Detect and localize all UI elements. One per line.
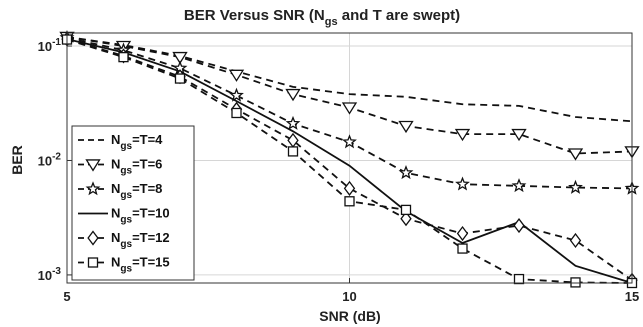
data-point-marker — [398, 165, 414, 180]
data-point-marker — [455, 176, 470, 191]
data-point-marker — [511, 178, 527, 193]
legend-item-4: Ngs=T=10 — [78, 206, 170, 226]
data-point-marker — [118, 51, 129, 63]
data-point-marker — [567, 148, 584, 161]
data-point-marker — [513, 273, 525, 285]
data-point-marker — [172, 51, 188, 65]
data-point-marker — [456, 225, 469, 242]
x-tick-label: 15 — [625, 289, 639, 304]
data-point-marker — [398, 120, 414, 134]
legend-marker-sample — [87, 257, 99, 268]
series-4 — [66, 38, 633, 284]
data-point-marker — [229, 87, 244, 102]
y-tick-label: 10-3 — [38, 266, 62, 283]
y-axis-label: BER — [9, 145, 25, 175]
series-line — [66, 38, 633, 284]
data-point-marker — [454, 128, 471, 142]
data-point-marker — [342, 134, 357, 149]
legend-label: Ngs=T=15 — [111, 255, 170, 275]
legend-marker-sample — [85, 159, 101, 172]
legend-label: Ngs=T=12 — [111, 230, 170, 250]
data-point-marker — [513, 217, 525, 234]
chart-title-subscript: gs — [325, 16, 338, 28]
legend-label: Ngs=T=6 — [111, 157, 162, 177]
data-point-marker — [400, 204, 412, 216]
data-point-marker — [285, 88, 301, 102]
legend-marker-sample — [87, 230, 99, 246]
data-point-marker — [341, 102, 358, 115]
legend-label: Ngs=T=8 — [111, 181, 162, 201]
legend-box — [71, 125, 195, 281]
series-1 — [66, 36, 633, 123]
legend-item-3: Ngs=T=8 — [78, 181, 162, 201]
legend-item-2: Ngs=T=6 — [78, 157, 162, 177]
data-point-marker — [231, 107, 242, 119]
y-tick-label: 10-2 — [38, 151, 62, 168]
data-point-marker — [343, 180, 356, 197]
data-point-marker — [568, 179, 583, 194]
x-tick-label: 10 — [342, 289, 356, 304]
legend-marker-sample — [85, 181, 101, 196]
legend-label: Ngs=T=10 — [111, 206, 170, 226]
legend-item-1: Ngs=T=4 — [78, 132, 163, 152]
series-line — [66, 36, 633, 123]
data-point-marker — [457, 243, 468, 254]
data-point-marker — [287, 146, 299, 157]
data-point-marker — [511, 128, 527, 142]
tick-labels: 5 10 15 10-1 10-2 10-3 — [38, 37, 640, 304]
x-axis-label: SNR (dB) — [319, 308, 380, 324]
data-point-marker — [344, 196, 355, 207]
legend-label: Ngs=T=4 — [111, 132, 163, 152]
series-line — [66, 38, 633, 281]
chart-title-rest: and T are swept) — [338, 7, 461, 24]
data-point-marker — [569, 232, 582, 249]
legend-item-5: Ngs=T=12 — [78, 230, 170, 250]
chart-title: BER Versus SNR (Ngs and T are swept) — [184, 7, 460, 28]
legend: Ngs=T=4 Ngs=T=6 Ngs=T=8 Ngs=T=10 Ngs=T=12 Ngs… — [71, 125, 195, 281]
data-point-marker — [285, 115, 301, 130]
data-point-marker — [228, 69, 245, 82]
chart-title-main: BER Versus SNR (N — [184, 7, 325, 24]
legend-item-6: Ngs=T=15 — [78, 255, 170, 275]
x-tick-label: 5 — [63, 289, 70, 304]
data-point-marker — [174, 73, 186, 84]
series-group — [59, 30, 640, 289]
y-tick-label: 10-1 — [38, 37, 62, 54]
data-point-marker — [400, 211, 412, 227]
data-point-marker — [570, 277, 581, 288]
